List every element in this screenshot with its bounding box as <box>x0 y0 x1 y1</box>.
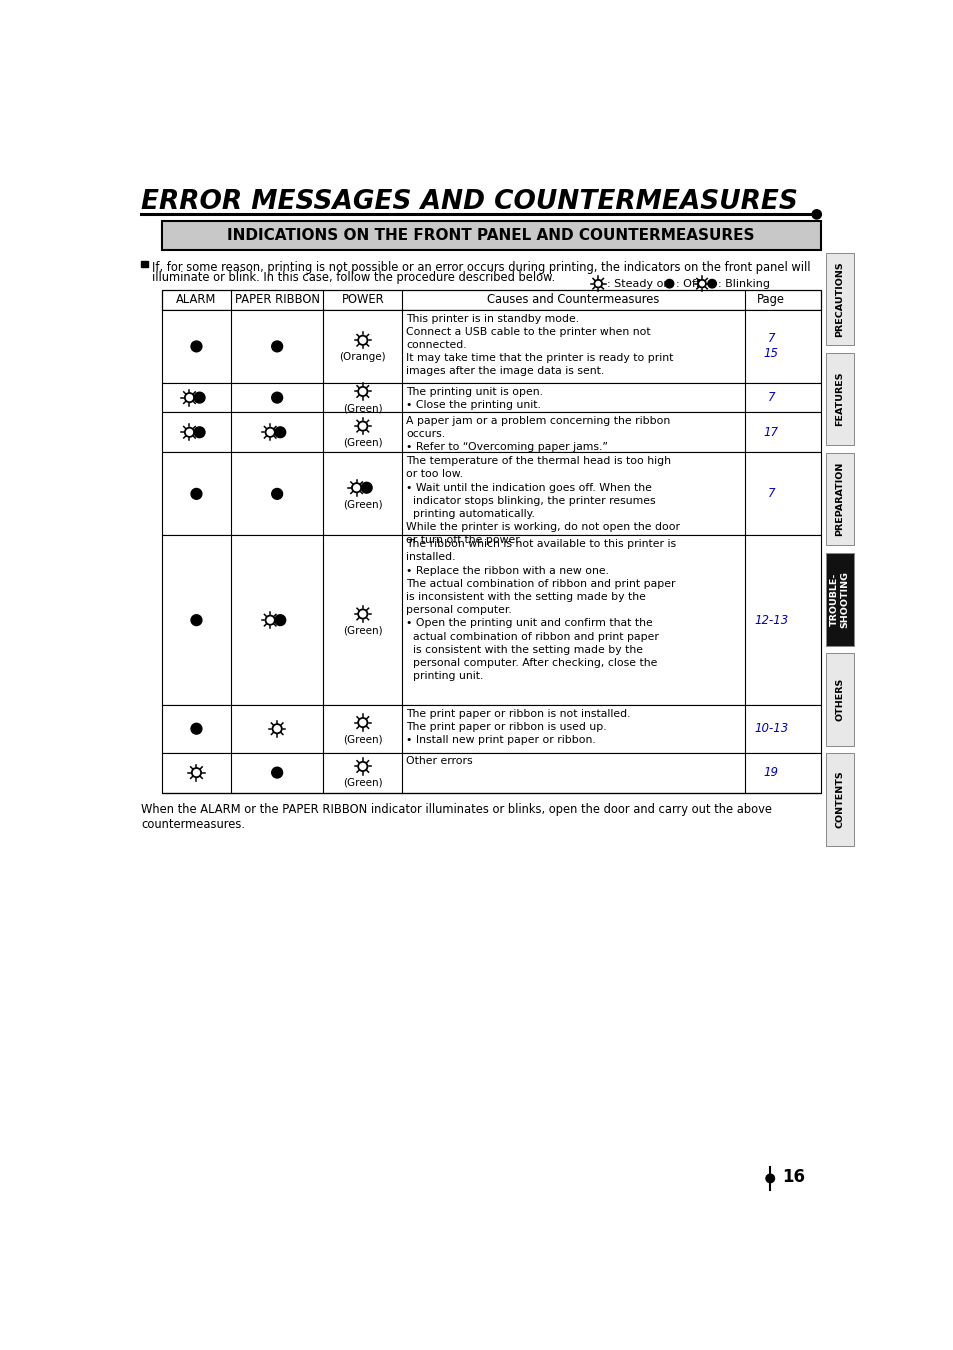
Text: illuminate or blink. In this case, follow the procedure described below.: illuminate or blink. In this case, follo… <box>152 270 555 284</box>
Circle shape <box>193 427 205 437</box>
Bar <box>162 310 820 383</box>
Circle shape <box>272 767 282 778</box>
Text: If, for some reason, printing is not possible or an error occurs during printing: If, for some reason, printing is not pos… <box>152 261 809 274</box>
Text: TROUBLE-
SHOOTING: TROUBLE- SHOOTING <box>829 571 849 628</box>
Bar <box>825 653 853 745</box>
Circle shape <box>664 279 673 288</box>
Text: : Blinking: : Blinking <box>718 278 769 289</box>
Text: 12-13: 12-13 <box>753 614 787 626</box>
Bar <box>825 352 853 446</box>
Text: The print paper or ribbon is not installed.
The print paper or ribbon is used up: The print paper or ribbon is not install… <box>406 709 630 745</box>
Text: PAPER RIBBON: PAPER RIBBON <box>234 293 319 306</box>
Text: Page: Page <box>757 293 784 306</box>
Text: : Steady on: : Steady on <box>607 278 670 289</box>
Circle shape <box>811 209 821 219</box>
Bar <box>162 412 820 452</box>
Text: FEATURES: FEATURES <box>835 371 843 427</box>
Bar <box>825 753 853 845</box>
Text: 10-13: 10-13 <box>753 722 787 736</box>
Text: OTHERS: OTHERS <box>835 678 843 721</box>
Text: POWER: POWER <box>341 293 384 306</box>
Text: INDICATIONS ON THE FRONT PANEL AND COUNTERMEASURES: INDICATIONS ON THE FRONT PANEL AND COUNT… <box>227 228 754 243</box>
Text: 7
15: 7 15 <box>763 332 778 360</box>
Bar <box>825 454 853 545</box>
Text: 16: 16 <box>781 1168 804 1185</box>
Text: PREPARATION: PREPARATION <box>835 462 843 536</box>
Circle shape <box>191 614 202 625</box>
Bar <box>162 752 820 792</box>
Text: ALARM: ALARM <box>176 293 216 306</box>
Text: : Off: : Off <box>675 278 699 289</box>
Text: The temperature of the thermal head is too high
or too low.
• Wait until the ind: The temperature of the thermal head is t… <box>406 456 679 545</box>
Circle shape <box>707 279 716 288</box>
Text: (Green): (Green) <box>343 500 382 509</box>
Bar <box>162 536 820 705</box>
Text: Other errors: Other errors <box>406 756 473 767</box>
Circle shape <box>272 342 282 352</box>
Text: 19: 19 <box>763 765 778 779</box>
Bar <box>162 220 820 250</box>
Text: (Orange): (Orange) <box>339 352 386 362</box>
Text: (Green): (Green) <box>343 404 382 413</box>
Bar <box>162 383 820 412</box>
Circle shape <box>765 1174 774 1183</box>
Circle shape <box>191 342 202 352</box>
Circle shape <box>274 614 285 625</box>
Text: Causes and Countermeasures: Causes and Countermeasures <box>487 293 659 306</box>
Circle shape <box>191 724 202 734</box>
Text: This printer is in standby mode.
Connect a USB cable to the printer when not
con: This printer is in standby mode. Connect… <box>406 313 673 377</box>
Circle shape <box>191 489 202 500</box>
Bar <box>141 261 148 267</box>
Text: ERROR MESSAGES AND COUNTERMEASURES: ERROR MESSAGES AND COUNTERMEASURES <box>141 189 797 215</box>
Circle shape <box>272 393 282 404</box>
Text: (Green): (Green) <box>343 778 382 788</box>
Text: 17: 17 <box>763 425 778 439</box>
Text: (Green): (Green) <box>343 734 382 744</box>
Circle shape <box>361 482 372 493</box>
Bar <box>162 705 820 752</box>
Circle shape <box>274 427 285 437</box>
Text: (Green): (Green) <box>343 437 382 448</box>
Circle shape <box>272 489 282 500</box>
Bar <box>825 554 853 645</box>
Text: When the ALARM or the PAPER RIBBON indicator illuminates or blinks, open the doo: When the ALARM or the PAPER RIBBON indic… <box>141 803 771 832</box>
Text: The ribbon which is not available to this printer is
installed.
• Replace the ri: The ribbon which is not available to thi… <box>406 539 676 682</box>
Text: A paper jam or a problem concerning the ribbon
occurs.
• Refer to “Overcoming pa: A paper jam or a problem concerning the … <box>406 416 670 452</box>
Text: CONTENTS: CONTENTS <box>835 771 843 829</box>
Bar <box>162 290 820 310</box>
Text: The printing unit is open.
• Close the printing unit.: The printing unit is open. • Close the p… <box>406 387 542 410</box>
Text: (Green): (Green) <box>343 625 382 636</box>
Text: 7: 7 <box>766 392 774 404</box>
Text: 7: 7 <box>766 487 774 501</box>
Bar <box>825 252 853 346</box>
Bar <box>162 452 820 536</box>
Circle shape <box>193 393 205 404</box>
Text: PRECAUTIONS: PRECAUTIONS <box>835 262 843 338</box>
